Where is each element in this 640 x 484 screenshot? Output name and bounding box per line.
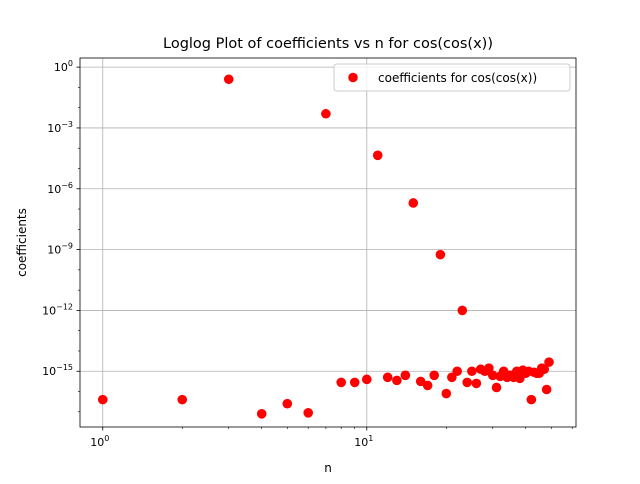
- x-tick-label: 101: [354, 434, 373, 449]
- y-axis-label: coefficients: [15, 208, 29, 277]
- data-point: [487, 370, 498, 381]
- data-point: [457, 305, 468, 316]
- data-point: [541, 384, 552, 395]
- data-point: [484, 363, 494, 374]
- x-axis-label: n: [324, 461, 332, 475]
- data-point: [256, 409, 267, 419]
- data-point: [467, 366, 477, 377]
- data-point: [544, 357, 554, 367]
- data-point: [422, 380, 433, 391]
- data-point: [400, 370, 411, 381]
- data-point: [321, 108, 331, 119]
- x-tick-label: 100: [90, 434, 109, 449]
- data-point: [177, 394, 188, 405]
- y-tick-label: 10−12: [42, 302, 73, 317]
- data-point: [303, 408, 314, 418]
- data-point: [372, 150, 383, 161]
- data-point: [392, 375, 402, 386]
- grid-lines: [80, 58, 576, 427]
- legend: coefficients for cos(cos(x)): [333, 63, 571, 92]
- y-tick-label: 100: [54, 59, 73, 74]
- y-tick-label: 10−3: [47, 120, 73, 135]
- data-point: [471, 378, 482, 389]
- chart-title: Loglog Plot of coefficients vs n for cos…: [163, 36, 493, 52]
- legend-marker: [348, 72, 358, 83]
- y-tick-label: 10−15: [42, 363, 73, 378]
- data-point: [526, 394, 537, 405]
- data-point: [429, 370, 439, 381]
- y-tick-label: 10−6: [47, 181, 73, 196]
- data-point: [462, 377, 472, 388]
- data-points: [97, 74, 554, 419]
- data-point: [349, 377, 360, 388]
- data-point: [408, 198, 419, 208]
- data-point: [223, 74, 234, 85]
- data-point: [282, 398, 293, 409]
- legend-box: [333, 63, 571, 92]
- data-point: [441, 388, 452, 399]
- legend-label: coefficients for cos(cos(x)): [378, 71, 537, 85]
- data-point: [539, 364, 550, 375]
- data-point: [491, 382, 502, 393]
- data-point: [435, 249, 446, 260]
- data-point: [415, 376, 426, 387]
- data-point: [361, 374, 372, 385]
- y-tick-label: 10−9: [47, 242, 73, 257]
- data-point: [382, 372, 393, 383]
- axis-ticks: 100 101 100 10−3 10−6 10−9 10−12 10−15: [42, 59, 573, 449]
- data-point: [336, 377, 346, 388]
- data-point: [97, 394, 108, 405]
- data-point: [452, 366, 462, 377]
- plot-area-frame: [79, 57, 577, 428]
